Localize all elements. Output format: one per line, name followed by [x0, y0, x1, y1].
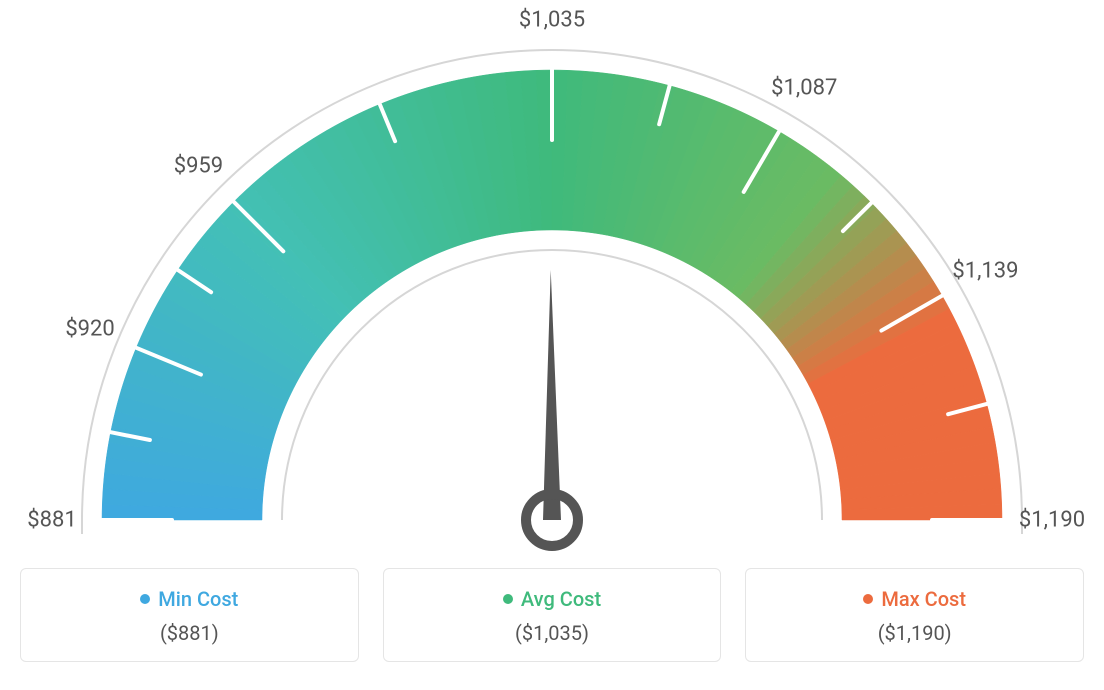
gauge-tick-label: $1,139	[952, 258, 1018, 283]
gauge-tick-label: $881	[27, 508, 76, 533]
legend-top-min: Min Cost	[33, 587, 346, 611]
legend-card-avg: Avg Cost ($1,035)	[383, 568, 722, 662]
legend-card-max: Max Cost ($1,190)	[745, 568, 1084, 662]
legend-dot-avg	[503, 594, 513, 604]
legend-dot-min	[140, 594, 150, 604]
legend-card-min: Min Cost ($881)	[20, 568, 359, 662]
gauge-tick-label: $920	[65, 316, 114, 341]
legend-row: Min Cost ($881) Avg Cost ($1,035) Max Co…	[20, 568, 1084, 662]
cost-gauge: $881$920$959$1,035$1,087$1,139$1,190	[20, 20, 1084, 560]
legend-label-max: Max Cost	[881, 587, 966, 611]
legend-value-avg: ($1,035)	[396, 621, 709, 645]
legend-top-avg: Avg Cost	[396, 587, 709, 611]
gauge-tick-label: $1,035	[519, 8, 585, 33]
legend-dot-max	[863, 594, 873, 604]
gauge-svg	[20, 20, 1084, 560]
legend-label-min: Min Cost	[158, 587, 238, 611]
legend-value-max: ($1,190)	[758, 621, 1071, 645]
gauge-tick-label: $1,087	[771, 76, 837, 101]
legend-top-max: Max Cost	[758, 587, 1071, 611]
legend-label-avg: Avg Cost	[521, 587, 601, 611]
gauge-tick-label: $1,190	[1019, 508, 1085, 533]
legend-value-min: ($881)	[33, 621, 346, 645]
gauge-tick-label: $959	[174, 154, 223, 179]
